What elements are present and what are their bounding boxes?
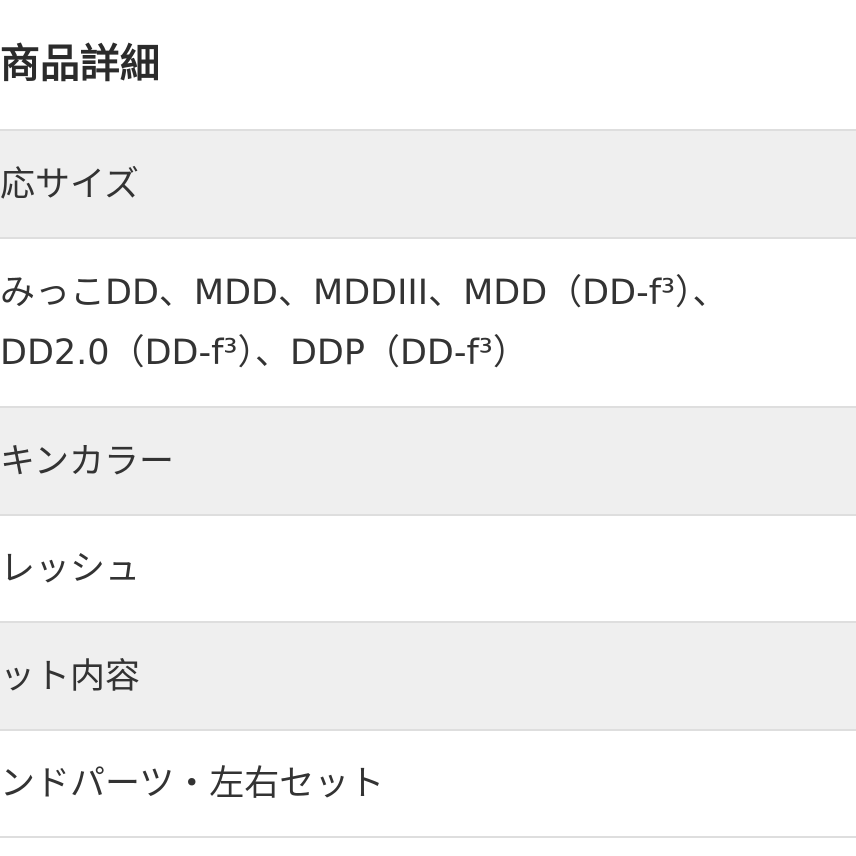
spec-label: キンカラー <box>0 441 174 482</box>
spec-header-contents: ット内容 <box>0 621 856 730</box>
section-title: 商品詳細 <box>0 41 160 87</box>
spec-value-line: DD2.0（DD-f³）、DDP（DD-f³） <box>0 333 528 373</box>
spec-header-skin-color: キンカラー <box>0 406 856 515</box>
spec-value-size: みっこDD、MDD、MDDIII、MDD（DD-f³）、 DD2.0（DD-f³… <box>0 237 856 407</box>
spec-label: ット内容 <box>0 656 141 697</box>
spec-value-line: ンドパーツ・左右セット <box>0 764 385 804</box>
spec-value-contents: ンドパーツ・左右セット <box>0 729 856 837</box>
spec-value-line: レッシュ <box>0 549 141 589</box>
spec-label: 応サイズ <box>0 164 139 205</box>
table-bottom-border <box>0 836 856 838</box>
spec-value-line: みっこDD、MDD、MDDIII、MDD（DD-f³）、 <box>0 273 728 313</box>
spec-value-skin-color: レッシュ <box>0 514 856 622</box>
spec-header-size: 応サイズ <box>0 129 856 238</box>
